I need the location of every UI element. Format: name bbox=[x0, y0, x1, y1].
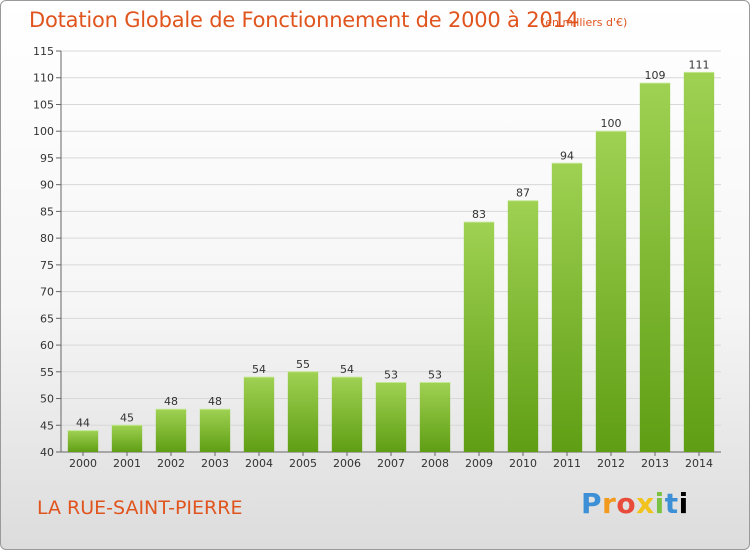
bar bbox=[155, 409, 187, 452]
bar-value-label: 87 bbox=[516, 187, 530, 200]
y-tick-label: 105 bbox=[33, 98, 54, 111]
commune-name: LA RUE-SAINT-PIERRE bbox=[37, 497, 243, 519]
bar-value-label: 83 bbox=[472, 208, 486, 221]
bar-value-label: 111 bbox=[689, 58, 710, 71]
x-tick-label: 2005 bbox=[289, 457, 317, 470]
x-tick-label: 2003 bbox=[201, 457, 229, 470]
y-tick-label: 95 bbox=[40, 152, 54, 165]
bar-value-label: 48 bbox=[208, 395, 222, 408]
y-tick-label: 90 bbox=[40, 179, 54, 192]
bar bbox=[639, 83, 671, 452]
bar-value-label: 54 bbox=[252, 363, 266, 376]
x-tick-label: 2008 bbox=[421, 457, 449, 470]
logo-letter: t bbox=[664, 487, 679, 520]
bar-value-label: 55 bbox=[296, 358, 310, 371]
proxiti-logo: Proxiti bbox=[581, 487, 689, 520]
bar bbox=[463, 222, 495, 452]
y-tick-label: 80 bbox=[40, 232, 54, 245]
bar bbox=[199, 409, 231, 452]
y-tick-label: 85 bbox=[40, 205, 54, 218]
y-tick-label: 115 bbox=[33, 45, 54, 58]
bar-value-label: 54 bbox=[340, 363, 354, 376]
bar bbox=[419, 382, 451, 452]
logo-letter: x bbox=[636, 487, 655, 520]
x-tick-label: 2006 bbox=[333, 457, 361, 470]
logo-letter: i bbox=[678, 487, 689, 520]
bar bbox=[507, 200, 539, 452]
x-tick-label: 2014 bbox=[685, 457, 713, 470]
x-tick-label: 2000 bbox=[69, 457, 97, 470]
x-tick-label: 2013 bbox=[641, 457, 669, 470]
chart-subtitle: (en milliers d'€) bbox=[541, 16, 628, 29]
y-tick-label: 70 bbox=[40, 286, 54, 299]
bar bbox=[331, 377, 363, 452]
bar bbox=[683, 72, 715, 453]
bar-value-label: 94 bbox=[560, 149, 574, 162]
x-tick-label: 2007 bbox=[377, 457, 405, 470]
bar-value-label: 45 bbox=[120, 411, 134, 424]
x-tick-label: 2010 bbox=[509, 457, 537, 470]
bar-value-label: 53 bbox=[384, 368, 398, 381]
y-tick-label: 55 bbox=[40, 366, 54, 379]
x-tick-label: 2009 bbox=[465, 457, 493, 470]
y-tick-label: 45 bbox=[40, 419, 54, 432]
y-tick-label: 50 bbox=[40, 393, 54, 406]
y-tick-label: 100 bbox=[33, 125, 54, 138]
x-tick-label: 2004 bbox=[245, 457, 273, 470]
logo-letter: r bbox=[602, 487, 617, 520]
chart-title: Dotation Globale de Fonctionnement de 20… bbox=[29, 8, 579, 32]
bar-value-label: 53 bbox=[428, 368, 442, 381]
bar-value-label: 100 bbox=[601, 117, 622, 130]
bar bbox=[375, 382, 407, 452]
bar bbox=[111, 425, 143, 452]
x-tick-label: 2001 bbox=[113, 457, 141, 470]
bar-value-label: 44 bbox=[76, 417, 90, 430]
logo-letter: o bbox=[616, 487, 637, 520]
bar bbox=[243, 377, 275, 452]
bar bbox=[595, 131, 627, 452]
y-tick-label: 60 bbox=[40, 339, 54, 352]
y-tick-label: 40 bbox=[40, 446, 54, 459]
bar bbox=[287, 371, 319, 452]
logo-letter: P bbox=[581, 487, 603, 520]
bar bbox=[551, 163, 583, 452]
bar bbox=[67, 430, 99, 452]
y-tick-label: 110 bbox=[33, 72, 54, 85]
x-tick-label: 2012 bbox=[597, 457, 625, 470]
bar-value-label: 48 bbox=[164, 395, 178, 408]
bar-value-label: 109 bbox=[645, 69, 666, 82]
logo-letter: i bbox=[654, 487, 665, 520]
x-tick-label: 2002 bbox=[157, 457, 185, 470]
x-tick-label: 2011 bbox=[553, 457, 581, 470]
y-tick-label: 75 bbox=[40, 259, 54, 272]
y-tick-label: 65 bbox=[40, 312, 54, 325]
